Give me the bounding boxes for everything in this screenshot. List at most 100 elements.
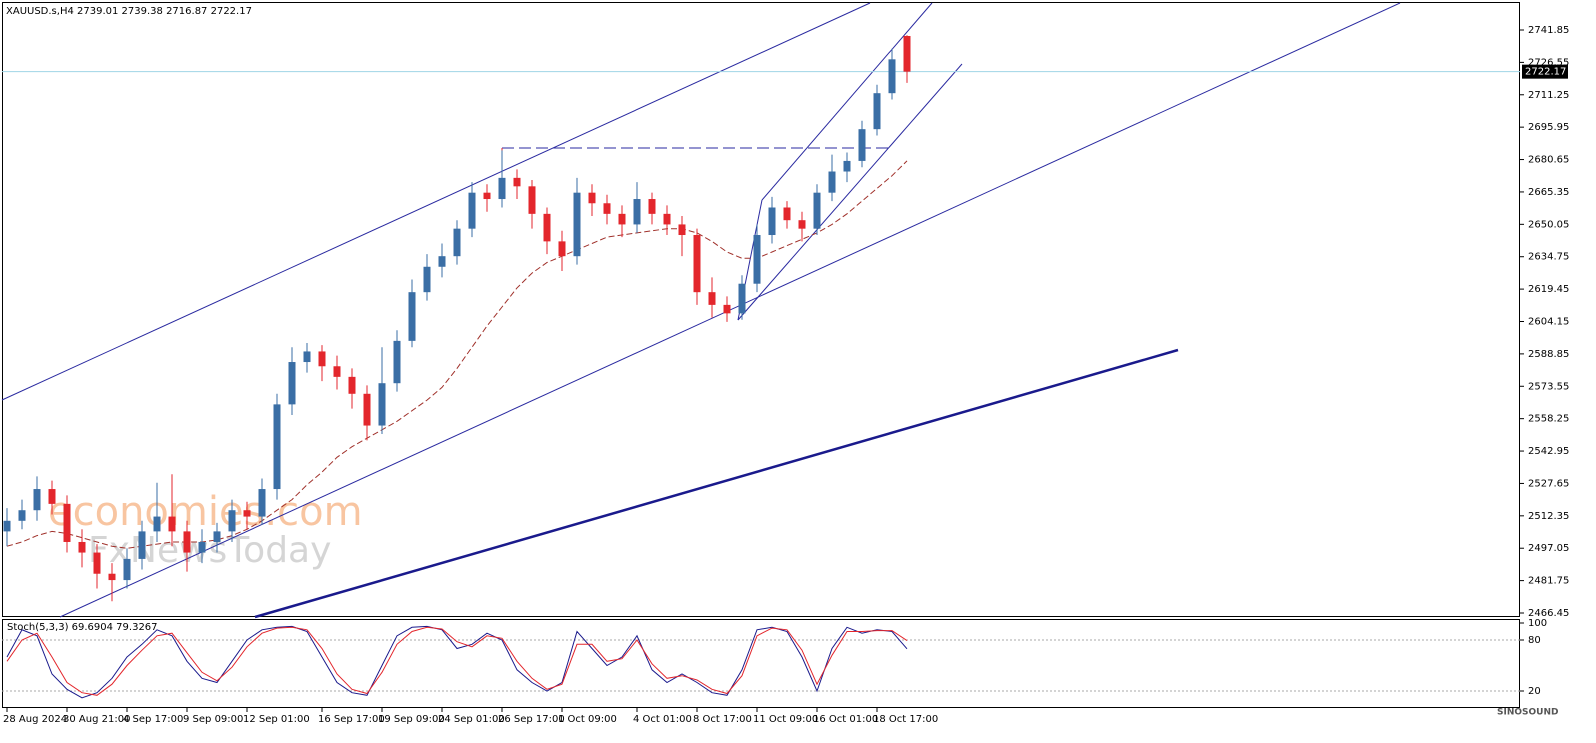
candle-body [873, 93, 881, 130]
candle-body [798, 220, 806, 229]
y-tick-label: 2634.75 [1528, 252, 1569, 263]
x-tick-label: 9 Sep 09:00 [183, 714, 243, 725]
logo: SINOSOUND [1497, 708, 1558, 718]
chart-title: XAUUSD.s,H4 2739.01 2739.38 2716.87 2722… [6, 6, 252, 17]
candle-body [693, 235, 701, 293]
x-tick-label: 18 Oct 17:00 [873, 714, 938, 725]
candle-body [363, 393, 371, 426]
candle-body [783, 207, 791, 221]
x-tick-label: 16 Oct 01:00 [813, 714, 878, 725]
candle-body [588, 192, 596, 204]
candle-body [843, 160, 851, 172]
candle-body [903, 36, 911, 72]
y-tick-label: 80 [1528, 635, 1541, 646]
candle-body [378, 383, 386, 426]
stoch-line [6, 625, 908, 699]
candle-body [408, 292, 416, 341]
candle-body [168, 516, 176, 532]
x-tick-label: 24 Sep 01:00 [438, 714, 505, 725]
channel-upper [1, 2, 871, 401]
y-tick-label: 2604.15 [1528, 316, 1569, 327]
candle-body [528, 186, 536, 214]
y-tick-label: 2497.05 [1528, 543, 1569, 554]
candle-body [423, 266, 431, 293]
current-price-box [1522, 64, 1568, 79]
candle-body [603, 203, 611, 214]
x-tick-label: 8 Oct 17:00 [693, 714, 752, 725]
x-tick-label: 19 Sep 09:00 [378, 714, 445, 725]
x-tick-label: 4 Oct 01:00 [633, 714, 692, 725]
stoch-panel-frame [2, 619, 1520, 708]
y-tick-label: 2466.45 [1528, 608, 1569, 619]
candle-body [198, 541, 206, 553]
x-tick-label: 12 Sep 01:00 [243, 714, 310, 725]
candle-body [618, 213, 626, 225]
y-tick-label: 2588.85 [1528, 349, 1569, 360]
y-tick-label: 2726.55 [1528, 57, 1569, 68]
stoch-title: Stoch(5,3,3) 69.6904 79.3267 [7, 622, 158, 633]
candle-body [828, 171, 836, 193]
candle-body [93, 552, 101, 574]
candle-body [708, 292, 716, 305]
x-tick-label: 26 Sep 17:00 [498, 714, 565, 725]
x-tick-label: 30 Aug 21:00 [63, 714, 130, 725]
main-panel-frame [2, 2, 1520, 617]
candle-body [18, 510, 26, 521]
candle-body [513, 177, 521, 187]
x-tick-label: 11 Oct 09:00 [753, 714, 818, 725]
candle-body [258, 489, 266, 517]
candle-body [348, 376, 356, 394]
y-tick-label: 2695.95 [1528, 122, 1569, 133]
candle-body [753, 235, 761, 284]
watermark: economies.com [48, 489, 363, 535]
y-tick-label: 20 [1528, 686, 1541, 697]
candle-body [663, 213, 671, 225]
x-tick-label: 1 Oct 09:00 [558, 714, 617, 725]
candle-body [108, 573, 116, 581]
candle-body [498, 177, 506, 200]
candle-body [78, 541, 86, 553]
candle-body [288, 362, 296, 405]
candle-body [483, 192, 491, 200]
x-tick-label: 4 Sep 17:00 [123, 714, 183, 725]
x-tick-label: 28 Aug 2024 [3, 714, 67, 725]
candle-body [303, 351, 311, 363]
candle-body [243, 510, 251, 517]
candle-body [48, 489, 56, 504]
candle-body [738, 283, 746, 314]
current-price-label: 2722.17 [1525, 67, 1566, 78]
y-tick-label: 2481.75 [1528, 576, 1569, 587]
y-tick-label: 2680.65 [1528, 155, 1569, 166]
candle-body [468, 192, 476, 229]
candle-body [213, 531, 221, 542]
candle-body [393, 340, 401, 384]
candle-body [153, 516, 161, 532]
y-tick-label: 2512.35 [1528, 511, 1569, 522]
y-tick-label: 2665.35 [1528, 187, 1569, 198]
y-tick-label: 2573.55 [1528, 381, 1569, 392]
y-tick-label: 2650.05 [1528, 219, 1569, 230]
candle-body [228, 510, 236, 532]
short-channel-upper [761, 2, 933, 201]
candle-body [723, 304, 731, 314]
y-tick-label: 100 [1528, 618, 1547, 629]
candle-body [858, 129, 866, 161]
candle-body [633, 199, 641, 225]
y-tick-label: 2542.95 [1528, 446, 1569, 457]
candle-body [768, 207, 776, 236]
candle-body [333, 366, 341, 377]
candle-body [33, 489, 41, 511]
candle-body [3, 520, 11, 532]
candle-body [888, 59, 896, 94]
candle-body [123, 558, 131, 581]
candle-body [543, 213, 551, 242]
long-trendline [254, 348, 1179, 619]
candle-body [558, 241, 566, 257]
candle-body [813, 192, 821, 229]
candle-body [183, 531, 191, 553]
candle-body [438, 256, 446, 267]
y-tick-label: 2711.25 [1528, 90, 1569, 101]
y-tick-label: 2619.45 [1528, 284, 1569, 295]
